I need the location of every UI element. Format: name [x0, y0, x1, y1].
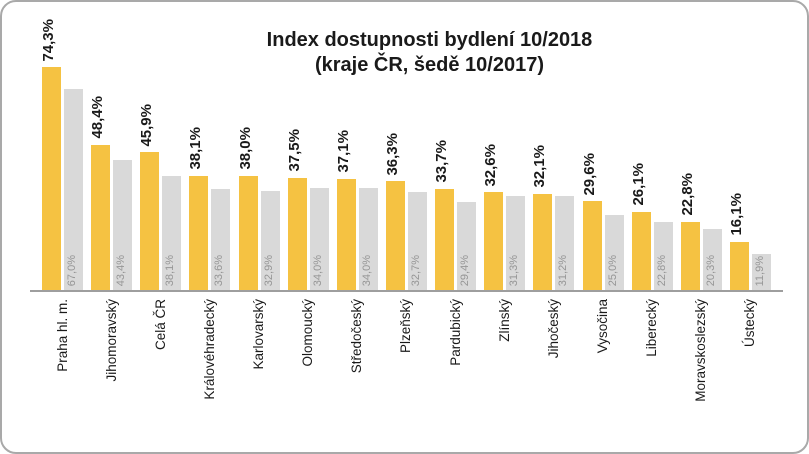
- value-label-2017: 20,3%: [704, 254, 717, 286]
- bar-2017: [653, 221, 673, 290]
- category-label: Ústecký: [742, 299, 758, 348]
- chart-title-line1: Index dostupnosti bydlení 10/2018: [266, 29, 593, 51]
- bar-2018: [140, 152, 160, 290]
- value-label-2017: 32,9%: [262, 254, 275, 286]
- bar-2018: [729, 241, 749, 290]
- bar-group: 38,0% 32,9% Karlovarský: [237, 127, 280, 370]
- bar-2018: [385, 181, 405, 290]
- value-label-2018: 32,6%: [482, 143, 500, 187]
- category-label: Pardubický: [447, 299, 463, 366]
- value-label-2017: 34,0%: [311, 254, 324, 286]
- chart-title-line2: (kraje ČR, šedě 10/2017): [314, 54, 545, 76]
- chart-title: Index dostupnosti bydlení 10/2018 (kraje…: [62, 28, 797, 78]
- bar-group: 22,8% 20,3% Moravskoslezský: [679, 173, 722, 402]
- bar-group: 26,1% 22,8% Liberecký: [630, 163, 673, 357]
- bar-2017: [309, 188, 329, 290]
- bar-2017: [260, 191, 280, 290]
- bar-2017: [162, 175, 182, 290]
- bar-group: 38,1% 33,6% Královéhradecký: [187, 127, 231, 400]
- value-label-2017: 11,9%: [753, 255, 766, 286]
- value-label-2018: 37,5%: [285, 128, 303, 172]
- category-label: Jihomoravský: [103, 299, 119, 382]
- bar-2017: [702, 229, 722, 290]
- value-label-2017: 33,6%: [213, 254, 226, 286]
- value-label-2017: 34,0%: [360, 254, 373, 286]
- bar-2017: [604, 215, 624, 290]
- category-label: Plzeňský: [398, 299, 414, 354]
- bar-2017: [358, 188, 378, 290]
- bar-2017: [555, 196, 575, 290]
- bar-2017: [751, 254, 771, 290]
- bar-group: 37,1% 34,0% Středočeský: [335, 130, 378, 373]
- value-label-2017: 43,4%: [115, 254, 128, 286]
- bar-group: 74,3% 67,0% Praha hl. m.: [40, 19, 83, 372]
- bar-2018: [91, 144, 111, 290]
- value-label-2018: 26,1%: [629, 163, 647, 206]
- bar-2017: [407, 191, 427, 290]
- bar-2018: [238, 176, 258, 290]
- value-label-2017: 31,2%: [557, 254, 570, 286]
- value-label-2018: 38,1%: [187, 127, 205, 170]
- category-label: Královéhradecký: [201, 299, 217, 400]
- bar-group: 16,1% 11,9% Ústecký: [728, 193, 771, 347]
- category-label: Celá ČR: [152, 299, 168, 351]
- bar-group: 33,7% 29,4% Pardubický: [433, 140, 477, 366]
- value-label-2018: 22,8%: [678, 173, 696, 216]
- value-label-2018: 45,9%: [138, 103, 156, 147]
- value-label-2017: 22,8%: [655, 254, 668, 286]
- value-label-2018: 36,3%: [383, 132, 401, 176]
- bar-2018: [435, 188, 455, 290]
- value-label-2018: 33,7%: [433, 140, 451, 183]
- value-label-2017: 29,4%: [459, 254, 472, 286]
- category-label: Olomoucký: [300, 299, 316, 367]
- bar-2017: [64, 89, 83, 290]
- bar-group: 32,1% 31,2% Jihočeský: [531, 145, 575, 358]
- bar-group: 29,6% 25,0% Vysočina: [581, 153, 624, 353]
- category-label: Středočeský: [349, 299, 365, 374]
- bar-2018: [42, 67, 61, 290]
- plot-area: 74,3% 67,0% Praha hl. m. 48,4% 43,4% Jihomora…: [30, 2, 783, 402]
- bar-group: 36,3% 32,7% Plzeňský: [384, 133, 427, 353]
- value-label-2018: 29,6%: [580, 152, 598, 196]
- bar-group: 48,4% 43,4% Jihomoravský: [89, 96, 133, 382]
- bar-2017: [506, 196, 526, 290]
- category-label: Praha hl. m.: [54, 299, 70, 372]
- bar-group: 45,9% 38,1% Celá ČR: [138, 104, 182, 350]
- value-label-2017: 25,0%: [606, 254, 619, 286]
- category-label: Zlínský: [496, 299, 512, 342]
- value-label-2018: 16,1%: [727, 193, 745, 236]
- bar-group: 32,6% 31,3% Zlínský: [482, 144, 526, 342]
- bar-2018: [582, 201, 602, 290]
- value-label-2018: 74,3%: [40, 18, 57, 62]
- bar-2017: [113, 159, 133, 290]
- bar-2018: [287, 177, 307, 290]
- value-label-2018: 37,1%: [334, 130, 352, 173]
- category-label: Jihočeský: [545, 299, 561, 359]
- bar-2018: [336, 178, 356, 290]
- bar-group: 37,5% 34,0% Olomoucký: [286, 129, 329, 367]
- value-label-2017: 67,0%: [66, 254, 78, 286]
- bar-2018: [484, 192, 504, 290]
- value-label-2018: 48,4%: [89, 96, 107, 139]
- value-label-2018: 38,0%: [236, 127, 254, 170]
- category-label: Moravskoslezský: [693, 299, 709, 402]
- category-label: Liberecký: [644, 299, 660, 357]
- value-label-2017: 32,7%: [409, 254, 422, 286]
- category-label: Karlovarský: [251, 299, 267, 370]
- value-label-2017: 38,1%: [164, 254, 177, 286]
- category-label: Vysočina: [595, 299, 611, 354]
- bar-2018: [189, 175, 209, 290]
- bar-2018: [533, 193, 553, 290]
- bar-2017: [457, 201, 477, 290]
- value-label-2018: 32,1%: [531, 145, 549, 188]
- bar-2018: [631, 211, 651, 290]
- value-label-2017: 31,3%: [508, 254, 521, 286]
- bar-2018: [680, 221, 700, 290]
- bar-2017: [211, 189, 231, 290]
